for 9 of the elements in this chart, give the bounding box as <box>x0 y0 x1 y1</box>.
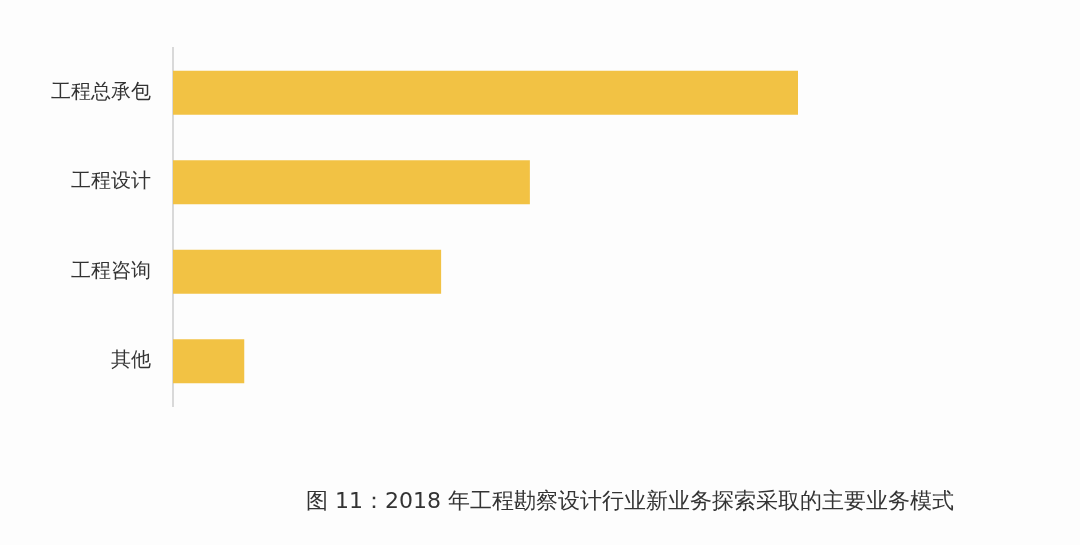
y-tick-label: 工程设计 <box>71 168 151 193</box>
y-tick-label: 工程总承包 <box>51 78 151 103</box>
bar <box>173 70 798 115</box>
y-tick-label: 工程咨询 <box>71 257 151 282</box>
caption: 图 11：2018 年工程勘察设计行业新业务探索采取的主要业务模式 <box>305 487 955 515</box>
bar <box>173 249 442 294</box>
bar <box>173 339 245 384</box>
y-tick-label: 其他 <box>111 347 151 372</box>
bar <box>173 160 530 205</box>
